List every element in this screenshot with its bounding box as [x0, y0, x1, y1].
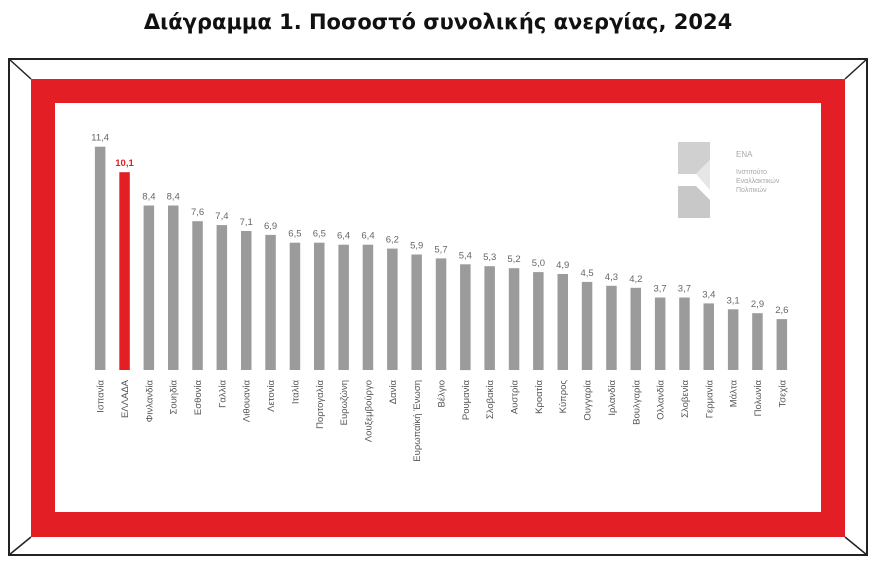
category-label-9: Πορτογαλία: [315, 380, 326, 429]
value-label-10: 6,4: [337, 231, 350, 242]
value-label-9: 6,5: [313, 229, 326, 240]
ena-logo-mark-icon: [678, 142, 710, 218]
bar-9: [314, 242, 325, 370]
value-label-12: 6,2: [386, 235, 399, 246]
bar-18: [533, 272, 544, 370]
category-label-13: Ευρωπαϊκή Ένωση: [412, 380, 423, 462]
value-label-22: 4,2: [629, 274, 642, 285]
value-label-21: 4,3: [605, 272, 618, 283]
category-label-22: Βουλγαρία: [631, 380, 642, 425]
value-label-11: 6,4: [361, 231, 374, 242]
value-label-4: 7,6: [191, 207, 204, 218]
bar-5: [216, 225, 228, 370]
value-label-19: 4,9: [556, 260, 569, 271]
bar-10: [338, 244, 349, 370]
value-label-5: 7,4: [215, 211, 228, 222]
bar-2: [143, 205, 155, 370]
category-label-19: Κύπρος: [558, 380, 569, 414]
ena-logo: ΕΝΑ Ινστιτούτο Εναλλακτικών Πολιτικών: [668, 138, 798, 228]
value-label-3: 8,4: [167, 192, 180, 203]
value-label-17: 5,2: [507, 254, 520, 265]
bar-27: [752, 313, 763, 370]
value-label-18: 5,0: [532, 258, 545, 269]
bar-1: [119, 172, 130, 370]
category-label-27: Πολωνία: [753, 379, 764, 416]
bar-23: [654, 297, 666, 370]
bar-14: [435, 258, 447, 370]
category-label-14: Βέλγιο: [437, 380, 448, 407]
category-label-25: Γερμανία: [704, 380, 715, 419]
value-label-26: 3,1: [726, 295, 739, 306]
bar-24: [679, 297, 690, 370]
bar-25: [703, 303, 714, 370]
bar-3: [168, 205, 179, 370]
bar-22: [630, 287, 641, 371]
category-label-8: Ιταλία: [290, 379, 301, 404]
category-label-17: Αυστρία: [510, 379, 521, 414]
value-label-27: 2,9: [751, 299, 764, 310]
bar-21: [606, 285, 617, 370]
value-label-28: 2,6: [775, 305, 788, 316]
logo-subtitle: Ινστιτούτο Εναλλακτικών Πολιτικών: [736, 169, 780, 194]
category-label-6: Λιθουανία: [242, 380, 253, 423]
category-label-12: Δανία: [388, 380, 399, 405]
bar-13: [411, 254, 422, 370]
category-label-16: Σλοβακία: [485, 379, 496, 419]
category-label-2: Φινλανδία: [144, 380, 155, 423]
bar-19: [557, 274, 568, 370]
bar-4: [192, 221, 203, 370]
value-label-6: 7,1: [240, 217, 253, 228]
value-label-16: 5,3: [483, 252, 496, 263]
value-label-20: 4,5: [580, 268, 593, 279]
category-label-28: Τσεχία: [777, 379, 788, 407]
category-label-0: Ισπανία: [96, 380, 107, 413]
value-label-24: 3,7: [678, 284, 691, 295]
value-label-1: 10,1: [115, 158, 134, 169]
category-label-4: Εσθονία: [193, 379, 204, 415]
category-label-7: Λετονία: [266, 380, 277, 412]
value-label-25: 3,4: [702, 289, 715, 300]
bar-7: [265, 234, 276, 370]
bar-28: [776, 319, 788, 370]
bar-0: [94, 146, 106, 370]
category-label-1: ΕΛΛΑΔΑ: [120, 379, 131, 418]
value-label-13: 5,9: [410, 241, 423, 252]
logo-name: ΕΝΑ: [736, 150, 753, 159]
category-label-26: Μάλτα: [729, 380, 740, 408]
category-label-24: Σλοβενία: [680, 380, 691, 418]
category-label-18: Κροατία: [534, 379, 545, 413]
page-title: Διάγραμμα 1. Ποσοστό συνολικής ανεργίας,…: [143, 10, 733, 34]
category-label-5: Γαλλία: [217, 379, 228, 407]
value-label-15: 5,4: [459, 250, 472, 261]
category-label-11: Λουξεμβούργο: [364, 380, 375, 442]
value-label-23: 3,7: [653, 284, 666, 295]
bar-12: [387, 248, 398, 370]
bar-6: [241, 231, 252, 370]
value-label-7: 6,9: [264, 221, 277, 232]
category-label-21: Ιρλανδία: [607, 379, 618, 415]
bar-11: [362, 244, 374, 370]
value-label-14: 5,7: [434, 244, 447, 255]
category-label-23: Ολλανδία: [656, 380, 667, 420]
category-label-3: Σουηδία: [169, 379, 180, 414]
bar-26: [727, 309, 739, 370]
bar-20: [581, 281, 593, 370]
value-label-0: 11,4: [91, 133, 109, 144]
category-label-10: Ευρωζώνη: [339, 380, 350, 425]
value-label-8: 6,5: [288, 229, 301, 240]
category-label-15: Ρουμανία: [461, 379, 472, 420]
bar-16: [484, 266, 495, 370]
category-label-20: Ουγγαρία: [583, 380, 594, 421]
bar-15: [460, 264, 471, 371]
value-label-2: 8,4: [142, 192, 155, 203]
bar-8: [289, 242, 301, 370]
bar-17: [508, 268, 520, 370]
